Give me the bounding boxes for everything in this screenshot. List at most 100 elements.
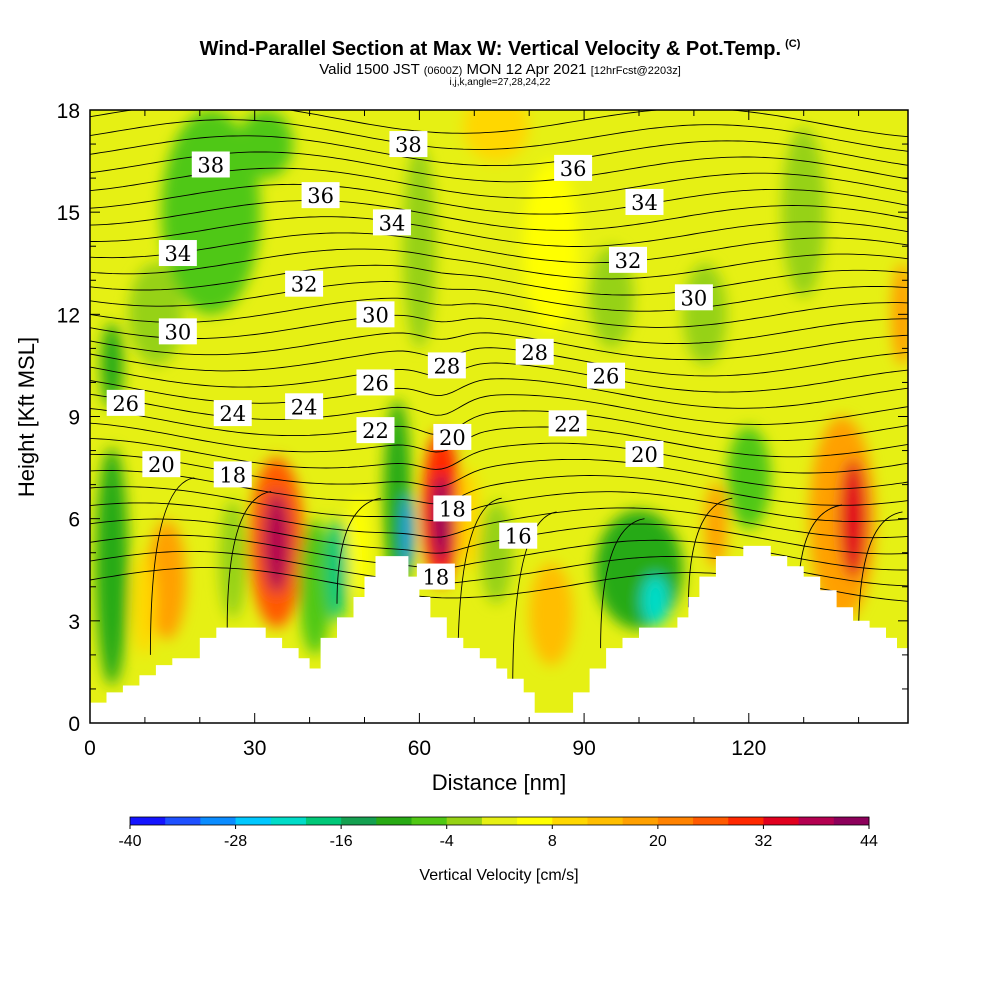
- contour-label-box: [625, 440, 664, 467]
- contour-label: 34: [631, 191, 658, 215]
- contour-label: 28: [433, 354, 460, 378]
- y-tick-label: 18: [57, 100, 80, 123]
- isentrope-line: [90, 135, 908, 167]
- contour-label: 32: [291, 273, 318, 297]
- isentrope-line: [90, 232, 908, 264]
- colorbar-label: 8: [548, 833, 557, 850]
- contour-label-box: [587, 362, 626, 389]
- velocity-cell: [529, 562, 574, 666]
- contour-label: 28: [521, 341, 548, 365]
- contour-label: 20: [631, 443, 658, 467]
- contour-label-box: [389, 131, 428, 158]
- contour-label: 18: [422, 566, 449, 590]
- contour-label: 34: [379, 211, 406, 235]
- velocity-cell: [726, 426, 771, 529]
- contour-label-box: [356, 417, 395, 444]
- contour-label-box: [548, 410, 587, 437]
- isentrope-line: [336, 497, 382, 604]
- isentrope-line: [90, 437, 908, 474]
- contour-label-box: [372, 209, 411, 236]
- contour-label-box: [427, 352, 466, 379]
- velocity-cell: [704, 482, 727, 569]
- contour-label: 24: [291, 395, 318, 419]
- x-tick-label: 0: [84, 737, 96, 760]
- velocity-cell: [147, 520, 187, 640]
- isentrope-line: [687, 497, 733, 608]
- velocity-cell: [463, 110, 530, 162]
- contour-label-box: [158, 318, 197, 345]
- terrain-mask: [90, 545, 908, 723]
- contour-label-box: [213, 461, 252, 488]
- colorbar-swatch: [305, 817, 342, 825]
- isentrope-line: [149, 477, 195, 655]
- velocity-cell: [402, 144, 436, 349]
- contour-label-box: [285, 270, 324, 297]
- contour-label: 38: [395, 133, 422, 157]
- velocity-cell: [238, 110, 294, 179]
- x-axis-title: Distance [nm]: [432, 770, 567, 795]
- isentrope-line: [226, 490, 272, 628]
- contour-label: 20: [439, 426, 466, 450]
- contour-label-box: [356, 369, 395, 396]
- isentrope-line: [90, 347, 908, 377]
- isentrope-line: [90, 183, 908, 215]
- contour-label-box: [301, 182, 340, 209]
- colorbar-label: -28: [224, 833, 247, 850]
- contour-label-box: [499, 522, 538, 549]
- contour-label-box: [433, 423, 472, 450]
- isentrope-line: [90, 332, 908, 361]
- isentrope-line: [457, 497, 502, 672]
- contour-label-box: [609, 246, 648, 273]
- contour-label: 16: [505, 525, 532, 549]
- colorbar-swatch: [200, 817, 237, 825]
- contour-label: 22: [362, 419, 389, 443]
- isentrope-line: [90, 314, 908, 345]
- colorbar-swatch: [376, 817, 413, 825]
- colorbar-swatch: [833, 817, 870, 825]
- colorbar-swatch: [693, 817, 729, 825]
- isentrope-line: [858, 511, 903, 635]
- colorbar-frame: [129, 816, 870, 826]
- contour-label-box: [213, 400, 252, 427]
- isentrope-line: [90, 486, 908, 522]
- colorbar: -40 -28 -16 -4 8 20 32 44: [118, 816, 878, 850]
- chart-subtitle: Valid 1500 JST (0600Z) MON 12 Apr 2021 […: [0, 61, 1000, 78]
- isentrope-line: [90, 248, 908, 280]
- isentrope-line: [512, 511, 557, 689]
- isentrope-line: [90, 281, 908, 312]
- grid-info: i,j,k,angle=27,28,24,22: [449, 77, 551, 88]
- contour-label-box: [515, 338, 554, 365]
- contour-label-box: [625, 188, 664, 215]
- velocity-cell: [326, 518, 349, 621]
- contour-label-box: [106, 389, 145, 416]
- colorbar-swatch: [130, 817, 166, 825]
- velocity-cell: [95, 447, 129, 686]
- isentrope-line: [90, 119, 908, 152]
- contour-label: 26: [593, 365, 620, 389]
- isentrope-line: [90, 297, 908, 328]
- contour-label-box: [142, 451, 181, 478]
- colorbar-swatch: [587, 817, 624, 825]
- velocity-cell: [641, 574, 670, 626]
- chart-title: Wind-Parallel Section at Max W: Vertical…: [199, 38, 801, 60]
- y-tick-label: 12: [57, 304, 80, 327]
- contour-label: 24: [219, 402, 246, 426]
- contour-label: 30: [362, 303, 389, 327]
- x-tick-label: 60: [408, 737, 431, 760]
- velocity-cell: [839, 459, 867, 579]
- contour-labels: 38 38 36 36 34 34 34 32 32 30 30 30 28 28 26 26 26 24 24 22…: [106, 131, 713, 590]
- colorbar-swatch: [657, 817, 694, 825]
- isentrope-line: [90, 422, 908, 458]
- isentrope-line: [90, 110, 908, 138]
- contour-label-box: [554, 154, 593, 181]
- colorbar-swatch: [798, 817, 835, 825]
- valid-time: Valid 1500 JST: [319, 61, 420, 78]
- isentrope-line: [90, 264, 908, 296]
- velocity-cell: [523, 161, 579, 332]
- velocity-cell: [479, 501, 513, 604]
- colorbar-swatch: [446, 817, 483, 825]
- isentrope-line: [90, 200, 908, 231]
- valid-date: MON 12 Apr 2021: [466, 61, 587, 78]
